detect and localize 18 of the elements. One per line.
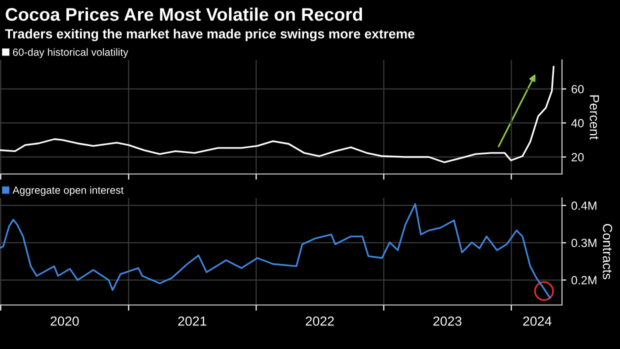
x-tick-label: 2024 [523,316,552,326]
chart-title: Cocoa Prices Are Most Volatile on Record [6,8,362,21]
y-tick-label: 0.2M [571,276,596,284]
x-tick-label: 2023 [433,316,462,326]
y-axis-title: Percent [590,95,599,140]
y-tick-label: 0.3M [571,238,596,248]
y-tick-label: 20 [572,153,584,162]
x-tick-label: 2021 [178,316,206,326]
line-series [0,66,554,164]
y-tick-label: 40 [571,118,584,128]
y-tick-label: 0.4M [571,201,596,210]
y-tick-label: 60 [572,84,584,94]
x-tick-label: 2022 [306,316,334,326]
legend-label: Aggregate open interest [12,186,124,196]
chart-subtitle: Traders exiting the market have made price swings more extreme [5,28,414,42]
x-tick-label: 2020 [50,316,79,326]
legend-label: 60-day historical volatility [13,48,128,58]
y-axis-title: Contracts [602,224,612,280]
